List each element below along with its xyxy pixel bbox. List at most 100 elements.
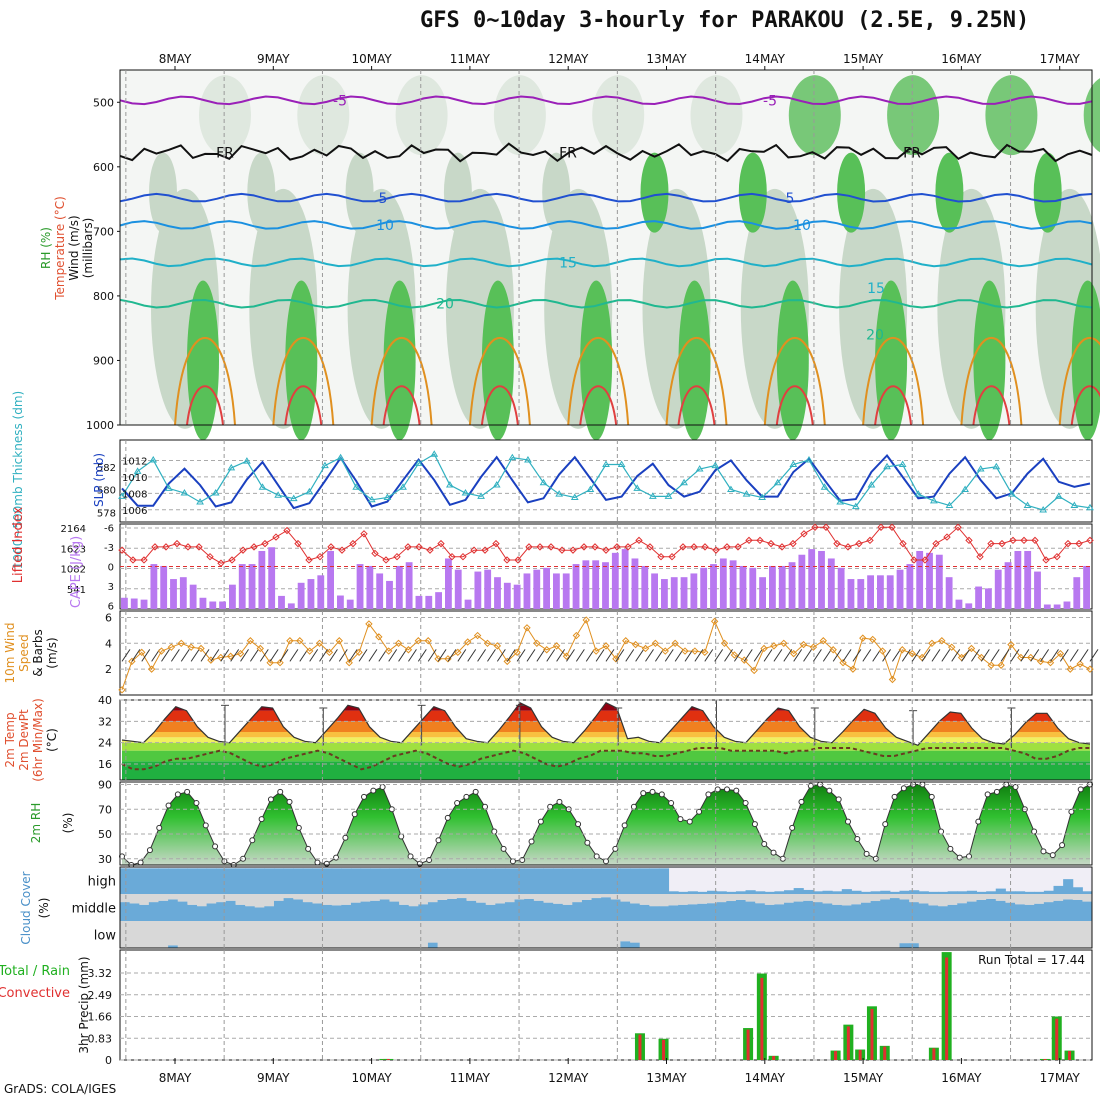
wind-barb <box>1030 649 1040 662</box>
wind-speed-point <box>1036 657 1045 666</box>
cloud-bar-middle <box>947 904 958 921</box>
rh-shading-midlevel <box>443 152 472 233</box>
cloud-clear-low <box>851 921 862 948</box>
wind-tick-label: 4 <box>105 637 112 650</box>
temperature-30-arch <box>775 385 814 426</box>
rh-point <box>863 850 870 857</box>
wind-barb <box>941 649 951 662</box>
cloud-clear-low <box>177 921 188 948</box>
precip-convective-bar <box>746 1029 750 1060</box>
cloud-clear-middle <box>726 894 737 902</box>
thickness-point <box>914 490 923 497</box>
rh-point <box>984 791 991 798</box>
temp-tick-label: 32 <box>98 715 112 728</box>
wind-barb <box>901 649 911 662</box>
cloud-row-label-high: high <box>88 875 116 890</box>
cloud-bar-high <box>938 891 949 894</box>
upper-ytick-label: 900 <box>93 354 114 367</box>
temperature-contour <box>119 220 1093 230</box>
rh-point <box>537 818 544 825</box>
cloud-clear-low <box>928 921 939 948</box>
cape-bar <box>415 595 423 609</box>
wind-speed-point <box>641 644 650 653</box>
cloud-clear-middle <box>553 894 564 904</box>
cloud-bar-middle <box>399 904 410 921</box>
wind-barb <box>1059 649 1069 662</box>
wind-speed-point <box>938 637 946 645</box>
wind-speed-point <box>582 616 590 624</box>
wind-barb <box>180 649 190 662</box>
rh-point <box>398 833 405 840</box>
rh-point <box>267 796 274 803</box>
cloud-bar-middle <box>803 900 814 921</box>
cloud-clear-low <box>399 921 410 948</box>
thickness-point <box>524 455 532 463</box>
rh-point <box>835 796 842 803</box>
lifted-index-tick-label: -3 <box>104 543 114 554</box>
temp-label-1: 2m DewPt <box>17 709 31 771</box>
cape-bar <box>317 575 325 609</box>
cape-bar <box>297 582 305 609</box>
cloud-clear-low <box>158 921 169 948</box>
temp2m-panel: 16 24 32 40 2m Temp 2m DewPt (6hr Min/Max) (°C) <box>3 694 1093 782</box>
rh-point <box>891 793 898 800</box>
contour-label: 5 <box>786 191 795 207</box>
lifted-index-point <box>624 543 632 551</box>
thickness-point <box>211 488 220 496</box>
wind-speed-point <box>967 644 976 653</box>
lifted-index-point <box>1086 536 1094 545</box>
lifted-index-point <box>316 552 324 561</box>
wind-barb <box>921 649 931 662</box>
rh-point <box>761 840 768 847</box>
cloud-bar-middle <box>899 899 910 921</box>
rh-point <box>751 821 758 828</box>
rh-point <box>807 782 814 789</box>
thickness-point <box>742 490 751 497</box>
cloud-clear-low <box>745 921 756 948</box>
rh-point <box>696 808 703 815</box>
wind-barb <box>398 649 407 662</box>
rh-point <box>621 822 628 829</box>
slp-tick-label: 1006 <box>122 506 147 517</box>
thickness-point <box>961 485 969 493</box>
wind-speed-point <box>780 639 788 648</box>
lifted-index-point <box>118 546 126 554</box>
wind-barb <box>319 649 328 662</box>
upper-frame <box>119 69 1093 426</box>
wind-speed-point <box>305 647 314 655</box>
slp-tick-label: 1012 <box>122 456 147 467</box>
lifted-index-point <box>272 533 280 541</box>
wind-barb <box>210 649 220 662</box>
cloud-bar-high <box>986 891 997 894</box>
cloud-bar-middle <box>312 903 323 921</box>
temp-color-band <box>122 750 1090 762</box>
cloud-clear-middle <box>216 894 227 903</box>
cloud-clear-low <box>1063 921 1074 948</box>
thickness-point <box>1008 490 1016 497</box>
cloud-bar-low <box>909 943 920 948</box>
cloud-clear-middle <box>841 894 852 906</box>
cloud-clear-middle <box>148 894 159 903</box>
cape-tick-label: 541 <box>67 585 86 596</box>
cloud-bar-middle <box>639 904 650 921</box>
wind-barb <box>773 649 783 662</box>
lifted-index-point <box>173 539 181 548</box>
rh-point <box>249 837 256 844</box>
cloud-bar-high <box>1024 891 1035 894</box>
cloud-clear-low <box>562 921 573 948</box>
cloud-clear-middle <box>649 894 660 907</box>
cloud-clear-middle <box>861 894 872 903</box>
lifted-index-point <box>250 543 258 551</box>
cloud-bar-high <box>918 891 929 894</box>
wind-barb <box>496 649 506 662</box>
wind-speed-point <box>868 635 877 644</box>
thickness-point <box>727 485 735 493</box>
thickness-point <box>883 462 891 470</box>
temperature-30-arch <box>579 385 618 426</box>
cloud-bar-high <box>302 868 313 894</box>
lifted-index-point <box>349 539 357 548</box>
wind-barb <box>556 649 566 662</box>
lifted-index-point <box>888 523 896 531</box>
cloud-bar-high <box>418 868 429 894</box>
cloud-frame <box>119 866 1093 949</box>
